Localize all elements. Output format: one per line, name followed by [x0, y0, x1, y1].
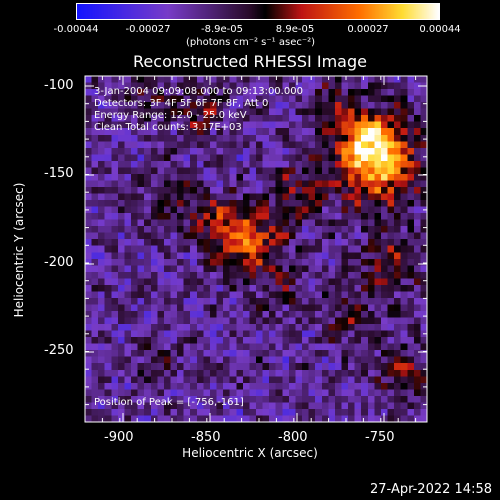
solar-xray-image — [85, 76, 427, 422]
colorbar-units: (photons cm⁻² s⁻¹ asec⁻²) — [186, 37, 316, 48]
colorbar-tick: 8.9e-05 — [275, 24, 315, 35]
x-axis-label: Heliocentric X (arcsec) — [182, 446, 318, 460]
colorbar — [76, 3, 440, 20]
image-panel — [85, 76, 427, 422]
plot-title: Reconstructed RHESSI Image — [133, 52, 367, 71]
x-tick-label: -850 — [191, 430, 221, 445]
x-tick-label: -900 — [104, 430, 134, 445]
timestamp: 27-Apr-2022 14:58 — [370, 482, 492, 497]
colorbar-tick: 0.00027 — [347, 24, 389, 35]
colorbar-tick: -8.9e-05 — [201, 24, 243, 35]
colorbar-tick: 0.00044 — [419, 24, 461, 35]
info-peak-position: Position of Peak = [-756,-161] — [94, 397, 244, 408]
y-tick-label: -200 — [44, 255, 74, 270]
y-axis-label: Heliocentric Y (arcsec) — [11, 182, 26, 318]
colorbar-tick: -0.00044 — [53, 24, 99, 35]
colorbar-tick: -0.00027 — [125, 24, 171, 35]
info-energy-range: Energy Range: 12.0 - 25.0 keV — [94, 110, 247, 121]
x-tick-label: -750 — [365, 430, 395, 445]
y-tick-label: -250 — [44, 343, 74, 358]
x-tick-label: -800 — [278, 430, 308, 445]
info-time-range: 3-Jan-2004 09:09:08.000 to 09:13:00.000 — [94, 86, 303, 97]
y-tick-label: -100 — [44, 78, 74, 93]
info-detectors: Detectors: 3F 4F 5F 6F 7F 8F, Att 0 — [94, 98, 269, 109]
y-tick-label: -150 — [44, 166, 74, 181]
info-counts: Clean Total counts: 3.17E+03 — [94, 122, 242, 133]
